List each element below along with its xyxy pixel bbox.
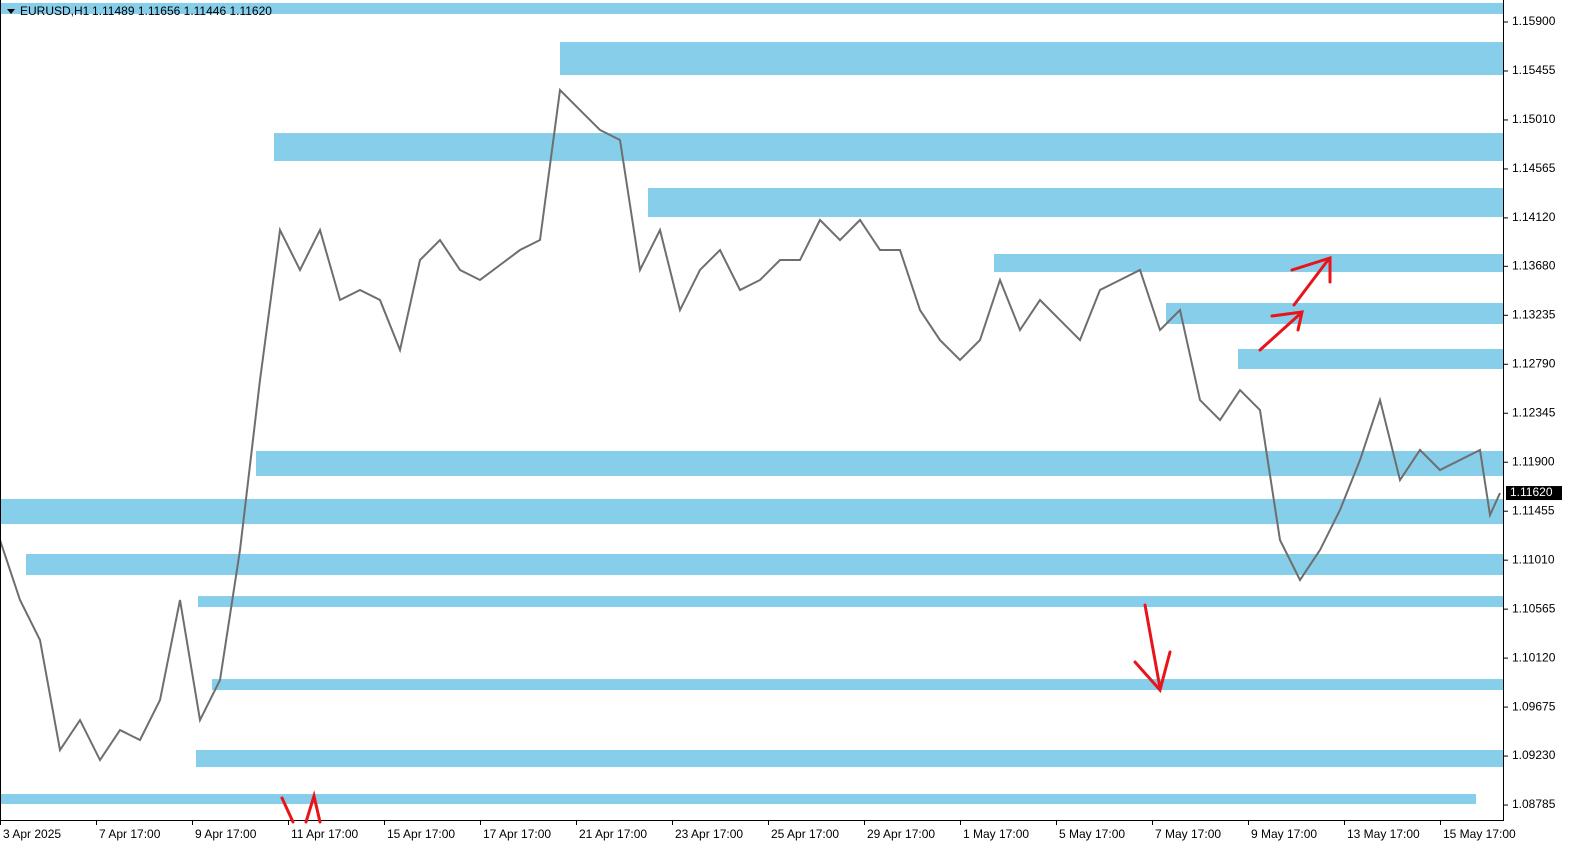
zone [26,554,1504,576]
y-tick-label: 1.11010 [1512,552,1555,566]
zone [1166,302,1504,324]
zone [0,2,1504,14]
y-tick-label: 1.12345 [1512,405,1556,419]
y-tick-label: 1.10120 [1512,650,1556,664]
y-tick-label: 1.13680 [1512,258,1556,272]
y-tick-label: 1.09230 [1512,748,1556,762]
y-tick-label: 1.14565 [1512,161,1556,175]
x-tick-label: 5 May 17:00 [1059,827,1125,841]
zone [560,42,1504,76]
y-tick-label: 1.15455 [1512,63,1556,77]
y-tick-label: 1.14120 [1512,210,1556,224]
x-tick-label: 15 May 17:00 [1443,827,1516,841]
last-price-label: 1.11620 [1510,485,1553,499]
zone [0,794,1476,805]
x-tick-label: 23 Apr 17:00 [675,827,743,841]
menu-triangle [7,9,15,14]
y-tick-label: 1.09675 [1512,699,1556,713]
y-tick-label: 1.15900 [1512,14,1556,28]
x-tick-label: 7 Apr 17:00 [99,827,161,841]
x-tick-label: 11 Apr 17:00 [291,827,358,841]
zone [212,679,1504,691]
arrow-up [1290,255,1332,307]
y-tick-label: 1.11455 [1512,503,1555,517]
x-tick-label: 29 Apr 17:00 [867,827,935,841]
x-tick-label: 15 Apr 17:00 [387,827,455,841]
x-tick-label: 9 Apr 17:00 [195,827,257,841]
zone [256,450,1504,476]
y-tick-label: 1.11900 [1512,454,1555,468]
arrows [280,255,1332,824]
symbol: EURUSD,H1 [20,4,90,18]
plot-area [0,2,1504,805]
zone [648,187,1504,218]
y-tick-label: 1.15010 [1512,112,1556,126]
arrow-down [280,790,322,824]
x-tick-label: 25 Apr 17:00 [771,827,839,841]
x-tick-label: 3 Apr 2025 [3,827,61,841]
zone [1238,348,1504,370]
y-tick-label: 1.12790 [1512,356,1556,370]
x-tick-label: 13 May 17:00 [1347,827,1420,841]
y-tick-label: 1.10565 [1512,601,1556,615]
x-tick-label: 17 Apr 17:00 [483,827,551,841]
zone [0,498,1504,525]
x-tick-label: 9 May 17:00 [1251,827,1317,841]
x-tick-label: 21 Apr 17:00 [579,827,647,841]
zone [274,133,1504,162]
y-tick-label: 1.08785 [1512,797,1556,811]
last-price-box [1506,486,1562,501]
arrow-down [1133,603,1172,694]
zone [196,750,1504,768]
price-line [0,87,1501,763]
arrow-up [1258,310,1304,352]
x-tick-label: 1 May 17:00 [963,827,1029,841]
x-tick-label: 7 May 17:00 [1155,827,1221,841]
y-tick-label: 1.13235 [1512,307,1556,321]
zone [994,254,1504,273]
ohlc: 1.11489 1.11656 1.11446 1.11620 [92,4,272,18]
zone [198,596,1504,608]
